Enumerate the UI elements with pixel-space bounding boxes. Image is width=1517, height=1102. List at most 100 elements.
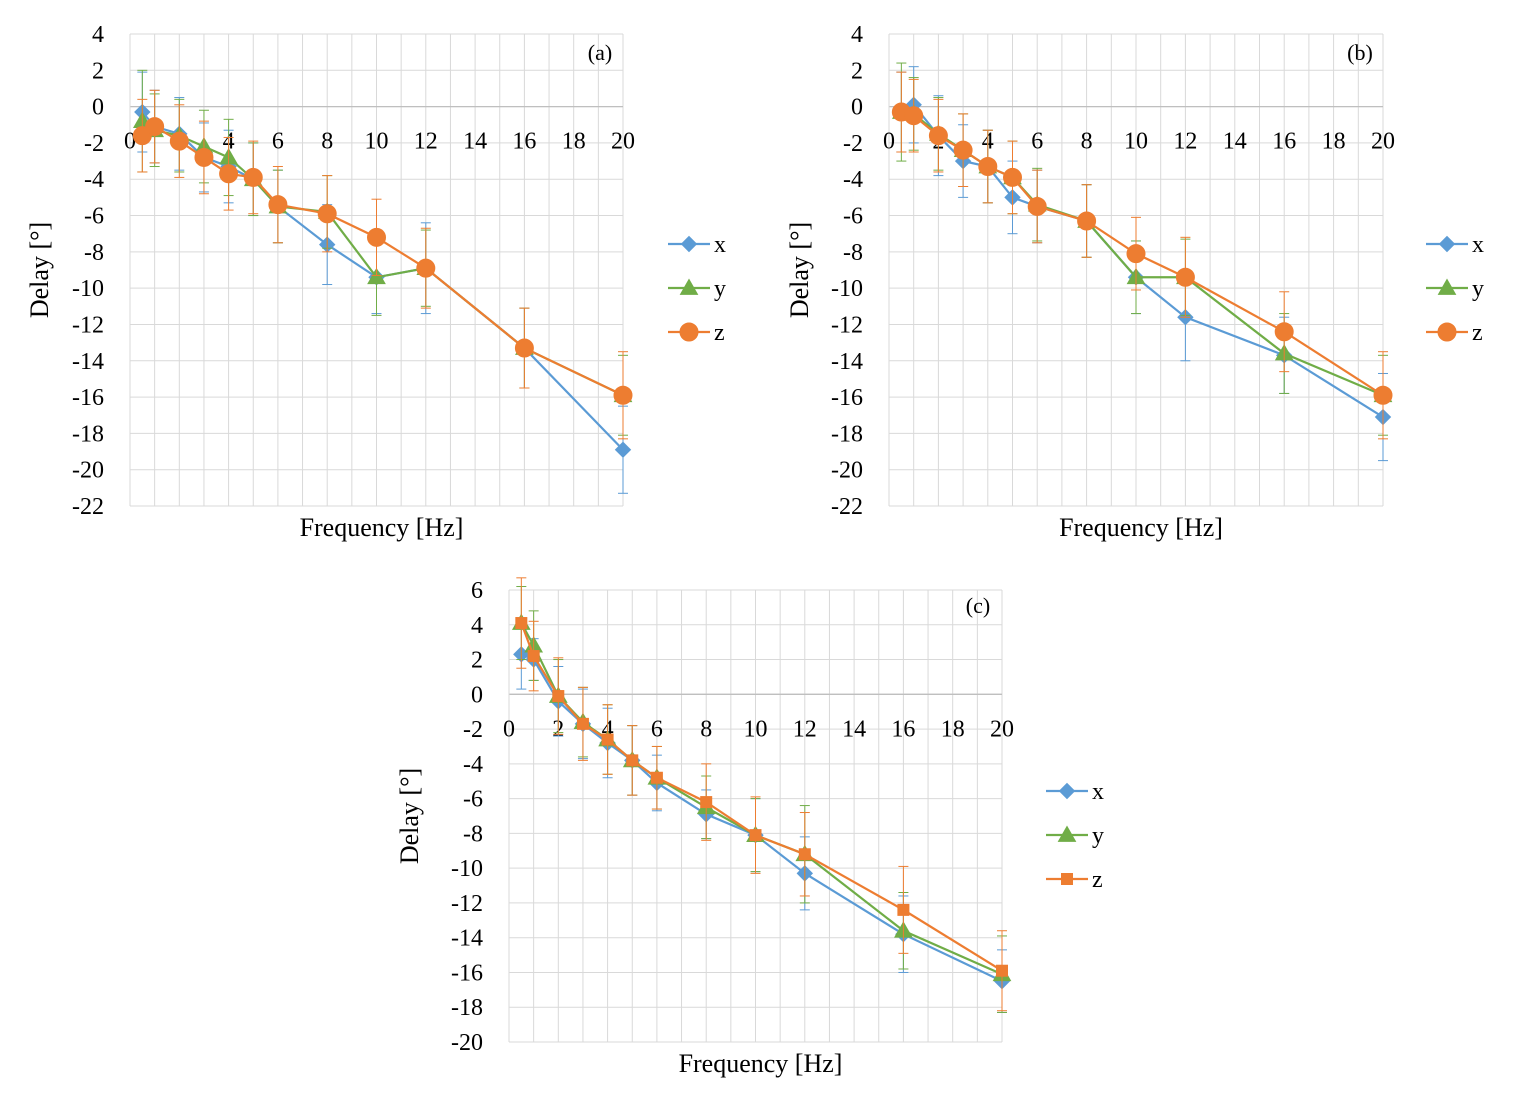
x-axis-title: Frequency [Hz]: [679, 1049, 843, 1078]
y-tick-label: -6: [84, 204, 104, 230]
series-x: [893, 66, 1392, 462]
data-point-z: [515, 617, 528, 630]
y-tick-label: -16: [451, 960, 483, 986]
x-tick-label: 8: [700, 716, 712, 742]
legend-label-z: z: [714, 320, 725, 346]
x-tick-label: 12: [414, 129, 438, 155]
y-tick-label: 2: [471, 648, 483, 674]
y-axis-title: Delay [°]: [395, 768, 424, 864]
legend-marker-z: [1437, 322, 1457, 342]
legend-label-z: z: [1472, 320, 1483, 346]
legend-label-y: y: [1472, 276, 1484, 302]
legend-label-x: x: [1472, 232, 1484, 258]
data-point-z: [1077, 211, 1097, 231]
x-tick-label: 0: [503, 716, 515, 742]
legend: xyz: [1426, 232, 1484, 346]
x-tick-label: 14: [1223, 129, 1247, 155]
x-tick-label: 12: [1173, 129, 1197, 155]
y-tick-label: -10: [831, 276, 863, 302]
y-tick-label: 4: [471, 613, 483, 639]
legend-label-y: y: [714, 276, 726, 302]
x-tick-label: 16: [891, 716, 915, 742]
y-tick-label: -10: [72, 276, 104, 302]
y-tick-label: -20: [72, 458, 104, 484]
x-tick-label: 20: [1371, 129, 1395, 155]
x-tick-label: 0: [883, 129, 895, 155]
y-tick-label: -14: [451, 926, 483, 952]
legend-label-y: y: [1092, 823, 1104, 849]
data-point-z: [700, 796, 713, 809]
x-tick-label: 8: [1081, 129, 1093, 155]
series-line-z: [520, 622, 1003, 972]
data-point-z: [514, 338, 534, 358]
x-axis-title: Frequency [Hz]: [1059, 513, 1223, 542]
y-tick-label: 4: [92, 22, 104, 48]
data-point-z: [928, 126, 948, 146]
x-tick-label: 18: [1322, 129, 1346, 155]
y-tick-label: -18: [831, 421, 863, 447]
y-tick-label: 2: [851, 58, 863, 84]
data-point-x: [614, 441, 632, 458]
data-point-z: [650, 771, 663, 784]
data-point-z: [527, 650, 540, 663]
x-tick-label: 6: [272, 129, 284, 155]
data-point-z: [552, 690, 565, 703]
x-tick-label: 8: [321, 129, 333, 155]
y-tick-label: -18: [451, 995, 483, 1021]
legend-marker-y: [1437, 278, 1457, 295]
panel-b: 420-2-4-6-8-10-12-14-16-18-20-2202468101…: [785, 22, 1484, 542]
x-tick-label: 10: [1124, 129, 1148, 155]
legend: xyz: [1046, 779, 1104, 893]
legend-marker-x: [1438, 235, 1456, 253]
data-point-z: [145, 117, 165, 137]
y-tick-label: 0: [471, 682, 483, 708]
x-tick-label: 14: [463, 129, 487, 155]
data-point-z: [601, 733, 614, 746]
y-tick-label: 6: [471, 578, 483, 604]
data-point-z: [1126, 244, 1146, 264]
series-x: [513, 619, 1011, 1013]
panel-a: 420-2-4-6-8-10-12-14-16-18-20-2202468101…: [25, 22, 726, 542]
y-tick-label: -22: [72, 494, 104, 520]
x-axis-title: Frequency [Hz]: [300, 513, 464, 542]
data-point-z: [953, 140, 973, 160]
data-point-z: [194, 147, 214, 167]
y-tick-label: 0: [851, 95, 863, 121]
legend-label-z: z: [1092, 867, 1103, 893]
data-point-z: [1373, 385, 1393, 405]
y-tick-label: -12: [831, 312, 863, 338]
series-z: [515, 577, 1008, 1012]
y-tick-label: -10: [451, 856, 483, 882]
series-line-x: [520, 653, 1003, 983]
y-tick-label: -4: [84, 167, 104, 193]
x-tick-label: 14: [842, 716, 866, 742]
y-tick-label: -20: [451, 1030, 483, 1056]
y-tick-label: 0: [92, 95, 104, 121]
legend-marker-x: [680, 235, 698, 253]
data-point-z: [978, 157, 998, 177]
data-point-z: [268, 195, 288, 215]
data-point-z: [749, 829, 762, 842]
data-point-z: [904, 106, 924, 126]
y-tick-label: -8: [84, 240, 104, 266]
y-tick-label: -16: [72, 385, 104, 411]
y-tick-label: -18: [72, 421, 104, 447]
x-tick-label: 12: [793, 716, 817, 742]
y-tick-label: -6: [843, 204, 863, 230]
legend: xyz: [668, 232, 726, 346]
data-point-z: [169, 131, 189, 151]
y-tick-label: -2: [843, 131, 863, 157]
y-axis-title: Delay [°]: [25, 222, 54, 318]
x-tick-label: 10: [744, 716, 768, 742]
y-tick-label: 4: [851, 22, 863, 48]
y-tick-label: -4: [843, 167, 863, 193]
y-tick-label: -2: [463, 717, 483, 743]
legend-label-x: x: [1092, 779, 1104, 805]
data-point-z: [1003, 167, 1022, 187]
series-line-z: [141, 125, 624, 397]
x-tick-label: 6: [651, 716, 663, 742]
y-tick-label: -6: [463, 787, 483, 813]
